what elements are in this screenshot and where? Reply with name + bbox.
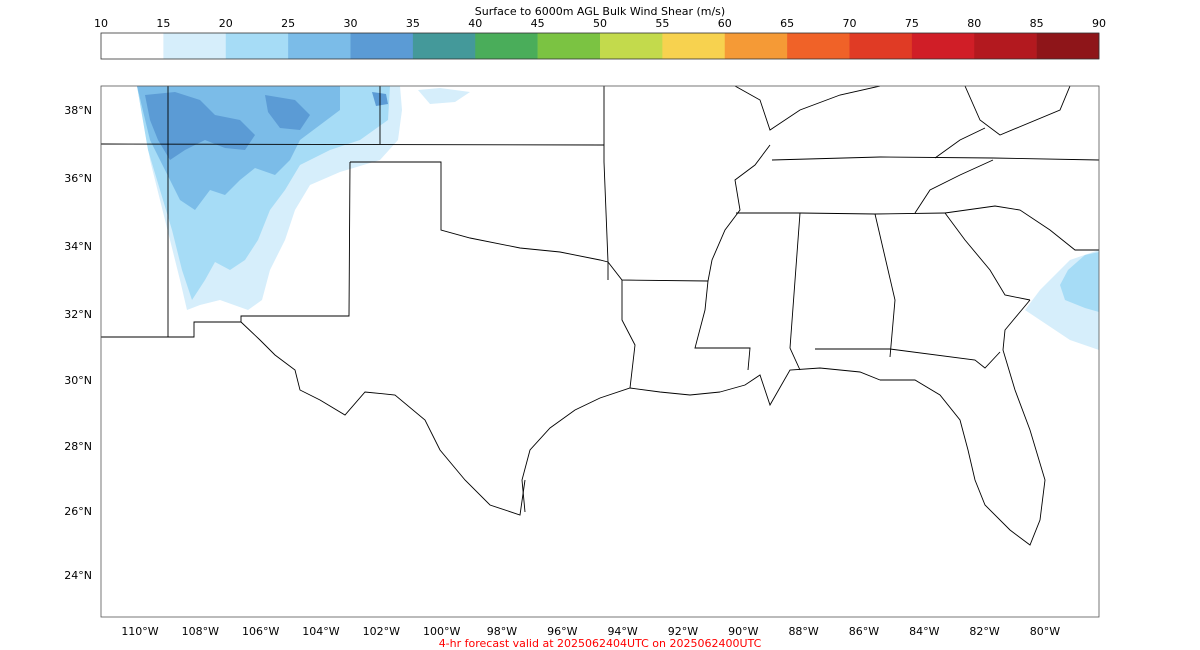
border-ga-sc bbox=[944, 212, 1031, 301]
latitude-tick-label: 36°N bbox=[64, 172, 92, 185]
colorbar-cell bbox=[911, 33, 975, 59]
colorbar: Surface to 6000m AGL Bulk Wind Shear (m/… bbox=[94, 5, 1106, 60]
latitude-tick-label: 30°N bbox=[64, 374, 92, 387]
map-frame bbox=[100, 85, 1100, 618]
longitude-tick-label: 104°W bbox=[302, 625, 339, 638]
colorbar-tick-label: 30 bbox=[344, 17, 358, 30]
latitude-tick-label: 34°N bbox=[64, 240, 92, 253]
colorbar-title: Surface to 6000m AGL Bulk Wind Shear (m/… bbox=[475, 5, 725, 18]
longitude-tick-label: 108°W bbox=[182, 625, 219, 638]
longitude-tick-label: 92°W bbox=[668, 625, 698, 638]
longitude-tick-label: 80°W bbox=[1030, 625, 1060, 638]
colorbar-cell bbox=[225, 33, 289, 59]
colorbar-cell bbox=[600, 33, 663, 59]
shear-fill-layer bbox=[137, 86, 1099, 350]
colorbar-tick-label: 80 bbox=[967, 17, 981, 30]
colorbar-cell bbox=[350, 33, 414, 59]
latitude-tick-label: 26°N bbox=[64, 505, 92, 518]
colorbar-tick-label: 90 bbox=[1092, 17, 1106, 30]
colorbar-ticks: 10 15 20 25 30 35 40 45 50 55 60 65 70 75 80 85 90 bbox=[94, 17, 1106, 30]
border-mississippi-river bbox=[694, 144, 771, 371]
longitude-tick-label: 100°W bbox=[423, 625, 460, 638]
colorbar-tick-label: 75 bbox=[905, 17, 919, 30]
colorbar-tick-label: 55 bbox=[655, 17, 669, 30]
latitude-tick-label: 32°N bbox=[64, 308, 92, 321]
longitude-tick-label: 82°W bbox=[969, 625, 999, 638]
border-ky-north bbox=[734, 86, 881, 131]
colorbar-tick-label: 85 bbox=[1030, 17, 1044, 30]
map-panel: 38°N 36°N 34°N 32°N 30°N 28°N 26°N 24°N 110°W 10… bbox=[64, 85, 1100, 638]
longitude-axis: 110°W 108°W 106°W 104°W 102°W 100°W 98°W 96°W 94… bbox=[121, 625, 1060, 638]
border-fl-north bbox=[815, 348, 1001, 369]
colorbar-cell bbox=[787, 33, 850, 59]
colorbar-tick-label: 70 bbox=[843, 17, 857, 30]
colorbar-tick-label: 20 bbox=[219, 17, 233, 30]
coast-texas bbox=[521, 387, 721, 513]
shear-region-30-35-b bbox=[265, 95, 310, 130]
colorbar-tick-label: 45 bbox=[531, 17, 545, 30]
longitude-tick-label: 102°W bbox=[363, 625, 400, 638]
longitude-tick-label: 96°W bbox=[547, 625, 577, 638]
colorbar-tick-label: 15 bbox=[156, 17, 170, 30]
longitude-tick-label: 90°W bbox=[728, 625, 758, 638]
longitude-tick-label: 106°W bbox=[242, 625, 279, 638]
border-ms-al bbox=[789, 212, 801, 371]
coast-florida bbox=[880, 299, 1046, 546]
colorbar-cell bbox=[101, 33, 164, 59]
colorbar-frame bbox=[100, 32, 1100, 60]
forecast-caption: 4-hr forecast valid at 2025062404UTC on … bbox=[439, 637, 762, 650]
state-borders bbox=[101, 86, 1099, 546]
border-tn-south bbox=[736, 212, 946, 215]
border-nc-va bbox=[914, 159, 994, 214]
border-la-ar bbox=[607, 261, 709, 282]
colorbar-tick-label: 40 bbox=[468, 17, 482, 30]
colorbar-cell bbox=[412, 33, 476, 59]
colorbar-tick-label: 60 bbox=[718, 17, 732, 30]
shear-region-15-20-b bbox=[418, 88, 470, 104]
latitude-tick-label: 24°N bbox=[64, 569, 92, 582]
border-al-ga bbox=[874, 213, 896, 358]
colorbar-cell bbox=[475, 33, 538, 59]
colorbar-tick-label: 10 bbox=[94, 17, 108, 30]
border-rio-grande bbox=[240, 321, 526, 516]
colorbar-cells bbox=[101, 33, 1100, 59]
colorbar-cell bbox=[288, 33, 351, 59]
longitude-tick-label: 88°W bbox=[788, 625, 818, 638]
longitude-tick-label: 110°W bbox=[121, 625, 158, 638]
longitude-tick-label: 98°W bbox=[487, 625, 517, 638]
coast-louisiana bbox=[719, 367, 881, 407]
colorbar-tick-label: 65 bbox=[780, 17, 794, 30]
shear-region-southeast-20-25 bbox=[1060, 252, 1099, 312]
colorbar-tick-label: 25 bbox=[281, 17, 295, 30]
border-tn-north bbox=[771, 156, 1099, 161]
colorbar-cell bbox=[537, 33, 601, 59]
border-37n bbox=[101, 143, 605, 146]
border-ok-tx-panhandle bbox=[350, 161, 609, 263]
colorbar-cell bbox=[662, 33, 726, 59]
longitude-tick-label: 94°W bbox=[607, 625, 637, 638]
colorbar-cell bbox=[163, 33, 227, 59]
latitude-tick-label: 28°N bbox=[64, 440, 92, 453]
colorbar-cell bbox=[724, 33, 788, 59]
colorbar-cell bbox=[974, 33, 1037, 59]
colorbar-tick-label: 50 bbox=[593, 17, 607, 30]
border-oh-wv bbox=[964, 86, 1071, 136]
border-ks-mo bbox=[603, 86, 609, 280]
shear-region-30-35 bbox=[145, 92, 255, 160]
border-wv-va bbox=[934, 127, 986, 159]
longitude-tick-label: 84°W bbox=[909, 625, 939, 638]
border-tx-la bbox=[621, 280, 636, 389]
longitude-tick-label: 86°W bbox=[849, 625, 879, 638]
latitude-axis: 38°N 36°N 34°N 32°N 30°N 28°N 26°N 24°N bbox=[64, 104, 92, 582]
colorbar-tick-label: 35 bbox=[406, 17, 420, 30]
latitude-tick-label: 38°N bbox=[64, 104, 92, 117]
border-nc-sc bbox=[944, 205, 1099, 251]
colorbar-cell bbox=[849, 33, 913, 59]
colorbar-cell bbox=[1036, 33, 1100, 59]
